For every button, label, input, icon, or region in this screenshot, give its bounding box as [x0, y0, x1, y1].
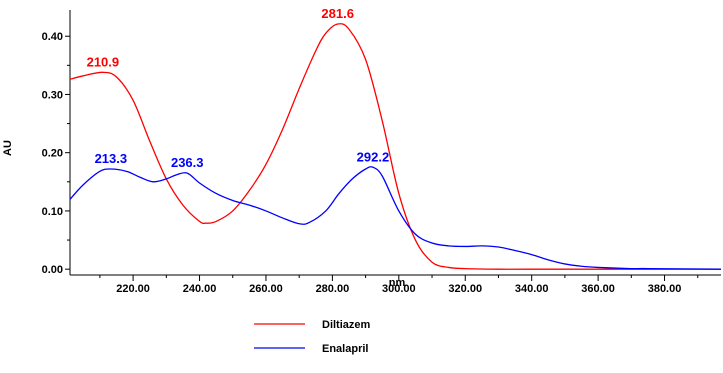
peak-label-enalapril: 292.2 [357, 149, 390, 164]
legend: Diltiazem Enalapril [254, 319, 371, 355]
axes: 0.00 0.10 0.20 0.30 0.40 220.00 240.00 260.00 28… [42, 10, 721, 295]
y-tick-label: 0.00 [42, 264, 63, 276]
peak-label-diltiazem: 210.9 [87, 54, 120, 69]
peak-labels: 210.9 281.6 213.3 236.3 292.2 [87, 6, 390, 170]
x-tick-label: 220.00 [116, 283, 150, 295]
y-tick-label: 0.40 [42, 31, 63, 43]
x-tick-label: 360.00 [581, 283, 615, 295]
y-tick-label: 0.10 [42, 206, 63, 218]
x-tick-label: 380.00 [648, 283, 682, 295]
peak-label-enalapril: 213.3 [95, 151, 128, 166]
x-tick-label: 240.00 [183, 283, 217, 295]
legend-label-enalapril: Enalapril [322, 343, 368, 355]
x-axis-title: nm [389, 277, 406, 289]
x-tick-label: 260.00 [249, 283, 283, 295]
y-axis-title: AU [2, 140, 14, 156]
x-tick-label: 280.00 [316, 283, 350, 295]
peak-label-enalapril: 236.3 [171, 155, 204, 170]
x-tick-label: 300.00 [382, 283, 416, 295]
legend-label-diltiazem: Diltiazem [322, 319, 371, 331]
series-line-enalapril [69, 166, 722, 270]
peak-label-diltiazem: 281.6 [321, 6, 354, 21]
series-line-diltiazem [69, 23, 721, 270]
x-tick-label: 340.00 [515, 283, 549, 295]
series-layer [69, 23, 722, 270]
y-tick-label: 0.20 [42, 148, 63, 160]
y-tick-label: 0.30 [42, 89, 63, 101]
x-tick-label: 320.00 [448, 283, 482, 295]
